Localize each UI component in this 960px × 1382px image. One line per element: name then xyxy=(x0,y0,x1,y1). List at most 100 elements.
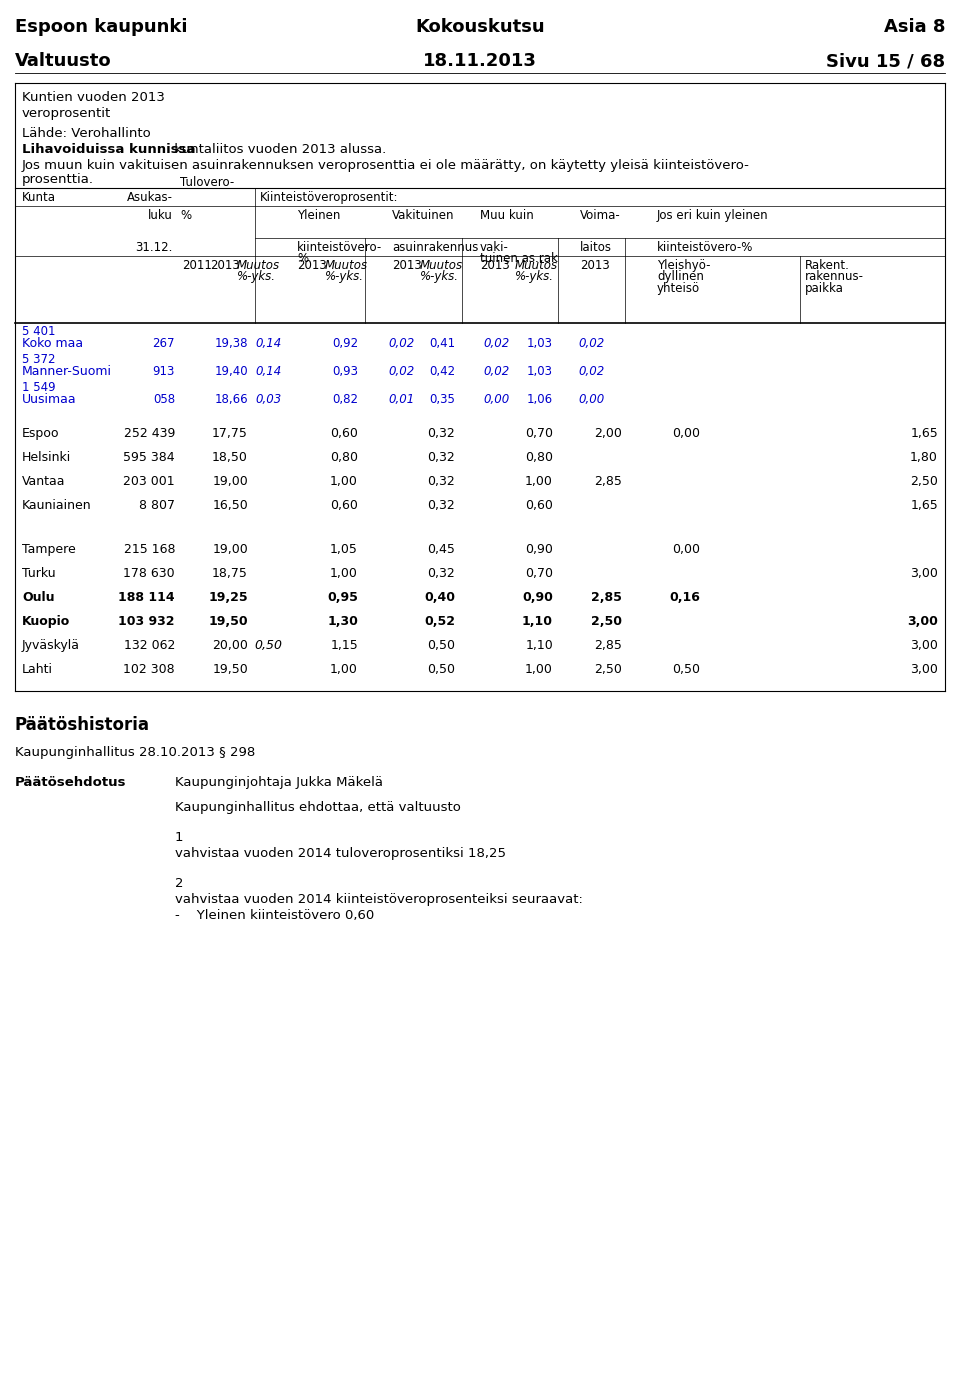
Text: %: % xyxy=(297,252,308,265)
Text: 0,00: 0,00 xyxy=(672,543,700,556)
Text: 215 168: 215 168 xyxy=(124,543,175,556)
Text: 31.12.: 31.12. xyxy=(135,240,173,254)
Text: 1: 1 xyxy=(175,831,183,844)
Text: 0,14: 0,14 xyxy=(255,365,282,379)
Text: Kokouskutsu: Kokouskutsu xyxy=(415,18,545,36)
Text: 0,50: 0,50 xyxy=(254,638,282,652)
Text: 1,00: 1,00 xyxy=(525,475,553,488)
Text: 1,00: 1,00 xyxy=(330,475,358,488)
Text: 0,60: 0,60 xyxy=(330,427,358,439)
Text: Muutos: Muutos xyxy=(325,258,368,272)
Text: 178 630: 178 630 xyxy=(124,567,175,580)
Text: luku: luku xyxy=(148,209,173,223)
Text: Espoon kaupunki: Espoon kaupunki xyxy=(15,18,187,36)
Text: 913: 913 xyxy=(153,365,175,379)
Text: Turku: Turku xyxy=(22,567,56,580)
Text: 0,02: 0,02 xyxy=(484,365,510,379)
Text: Vakituinen: Vakituinen xyxy=(392,209,454,223)
Text: 0,42: 0,42 xyxy=(429,365,455,379)
Text: 3,00: 3,00 xyxy=(910,638,938,652)
Text: 0,45: 0,45 xyxy=(427,543,455,556)
Text: 0,32: 0,32 xyxy=(427,475,455,488)
Text: 1 549: 1 549 xyxy=(22,381,56,394)
Text: 0,01: 0,01 xyxy=(389,392,415,406)
Text: %-yks.: %-yks. xyxy=(237,269,276,283)
Text: 0,02: 0,02 xyxy=(389,337,415,350)
Text: 267: 267 xyxy=(153,337,175,350)
Text: Tulovero-: Tulovero- xyxy=(180,176,234,189)
Text: 0,02: 0,02 xyxy=(579,365,605,379)
Text: Muutos: Muutos xyxy=(420,258,463,272)
Text: 2011: 2011 xyxy=(182,258,212,272)
Text: 0,50: 0,50 xyxy=(427,638,455,652)
Text: 19,40: 19,40 xyxy=(214,365,248,379)
Text: 19,38: 19,38 xyxy=(214,337,248,350)
Text: 0,70: 0,70 xyxy=(525,567,553,580)
Text: 0,92: 0,92 xyxy=(332,337,358,350)
Text: Sivu 15 / 68: Sivu 15 / 68 xyxy=(826,53,945,70)
Text: 2013: 2013 xyxy=(580,258,610,272)
Text: 19,00: 19,00 xyxy=(212,475,248,488)
Text: Lahti: Lahti xyxy=(22,663,53,676)
Text: Yleishyö-: Yleishyö- xyxy=(657,258,710,272)
Text: 5 401: 5 401 xyxy=(22,325,56,339)
Text: 0,00: 0,00 xyxy=(579,392,605,406)
Text: dyllinen: dyllinen xyxy=(657,269,704,283)
Text: 2,85: 2,85 xyxy=(594,475,622,488)
Text: 102 308: 102 308 xyxy=(124,663,175,676)
Text: %-yks.: %-yks. xyxy=(325,269,364,283)
Text: 0,93: 0,93 xyxy=(332,365,358,379)
Text: 595 384: 595 384 xyxy=(124,451,175,464)
Text: paikka: paikka xyxy=(805,282,844,294)
Text: Tampere: Tampere xyxy=(22,543,76,556)
Text: Kaupunginjohtaja Jukka Mäkelä: Kaupunginjohtaja Jukka Mäkelä xyxy=(175,777,383,789)
Text: 188 114: 188 114 xyxy=(118,591,175,604)
Text: 0,52: 0,52 xyxy=(424,615,455,627)
Text: Päätösehdotus: Päätösehdotus xyxy=(15,777,127,789)
Text: 1,05: 1,05 xyxy=(330,543,358,556)
Text: 203 001: 203 001 xyxy=(124,475,175,488)
Text: kiinteistövero-%: kiinteistövero-% xyxy=(657,240,754,254)
Text: Oulu: Oulu xyxy=(22,591,55,604)
Text: 103 932: 103 932 xyxy=(118,615,175,627)
Text: 19,00: 19,00 xyxy=(212,543,248,556)
Text: Kaupunginhallitus 28.10.2013 § 298: Kaupunginhallitus 28.10.2013 § 298 xyxy=(15,746,255,759)
Text: 1,30: 1,30 xyxy=(327,615,358,627)
Text: 0,02: 0,02 xyxy=(579,337,605,350)
Text: 8 807: 8 807 xyxy=(139,499,175,511)
Text: prosenttia.: prosenttia. xyxy=(22,173,94,187)
Text: %: % xyxy=(180,209,191,223)
Text: 0,50: 0,50 xyxy=(427,663,455,676)
Text: 19,50: 19,50 xyxy=(212,663,248,676)
Text: 1,15: 1,15 xyxy=(330,638,358,652)
Text: 0,35: 0,35 xyxy=(429,392,455,406)
Text: 0,00: 0,00 xyxy=(484,392,510,406)
Text: laitos: laitos xyxy=(580,240,612,254)
Text: Kuntien vuoden 2013: Kuntien vuoden 2013 xyxy=(22,91,165,104)
Text: 18,66: 18,66 xyxy=(214,392,248,406)
Text: %-yks.: %-yks. xyxy=(420,269,459,283)
Text: 0,90: 0,90 xyxy=(525,543,553,556)
Text: 16,50: 16,50 xyxy=(212,499,248,511)
Text: 1,80: 1,80 xyxy=(910,451,938,464)
Text: 3,00: 3,00 xyxy=(910,567,938,580)
Text: 1,00: 1,00 xyxy=(330,663,358,676)
Text: 0,40: 0,40 xyxy=(424,591,455,604)
Text: asuinrakennus: asuinrakennus xyxy=(392,240,478,254)
Text: 0,14: 0,14 xyxy=(255,337,282,350)
Text: 2013: 2013 xyxy=(210,258,240,272)
Text: Kauniainen: Kauniainen xyxy=(22,499,91,511)
Text: 18,50: 18,50 xyxy=(212,451,248,464)
Text: 0,82: 0,82 xyxy=(332,392,358,406)
Text: kiinteistövero-: kiinteistövero- xyxy=(297,240,382,254)
Text: rakennus-: rakennus- xyxy=(805,269,864,283)
Text: Espoo: Espoo xyxy=(22,427,60,439)
Text: 0,50: 0,50 xyxy=(672,663,700,676)
Text: 1,03: 1,03 xyxy=(527,337,553,350)
Text: 2,50: 2,50 xyxy=(594,663,622,676)
Text: 1,65: 1,65 xyxy=(910,499,938,511)
Text: 058: 058 xyxy=(153,392,175,406)
Text: 2,50: 2,50 xyxy=(591,615,622,627)
Text: 0,41: 0,41 xyxy=(429,337,455,350)
Text: 2: 2 xyxy=(175,878,183,890)
